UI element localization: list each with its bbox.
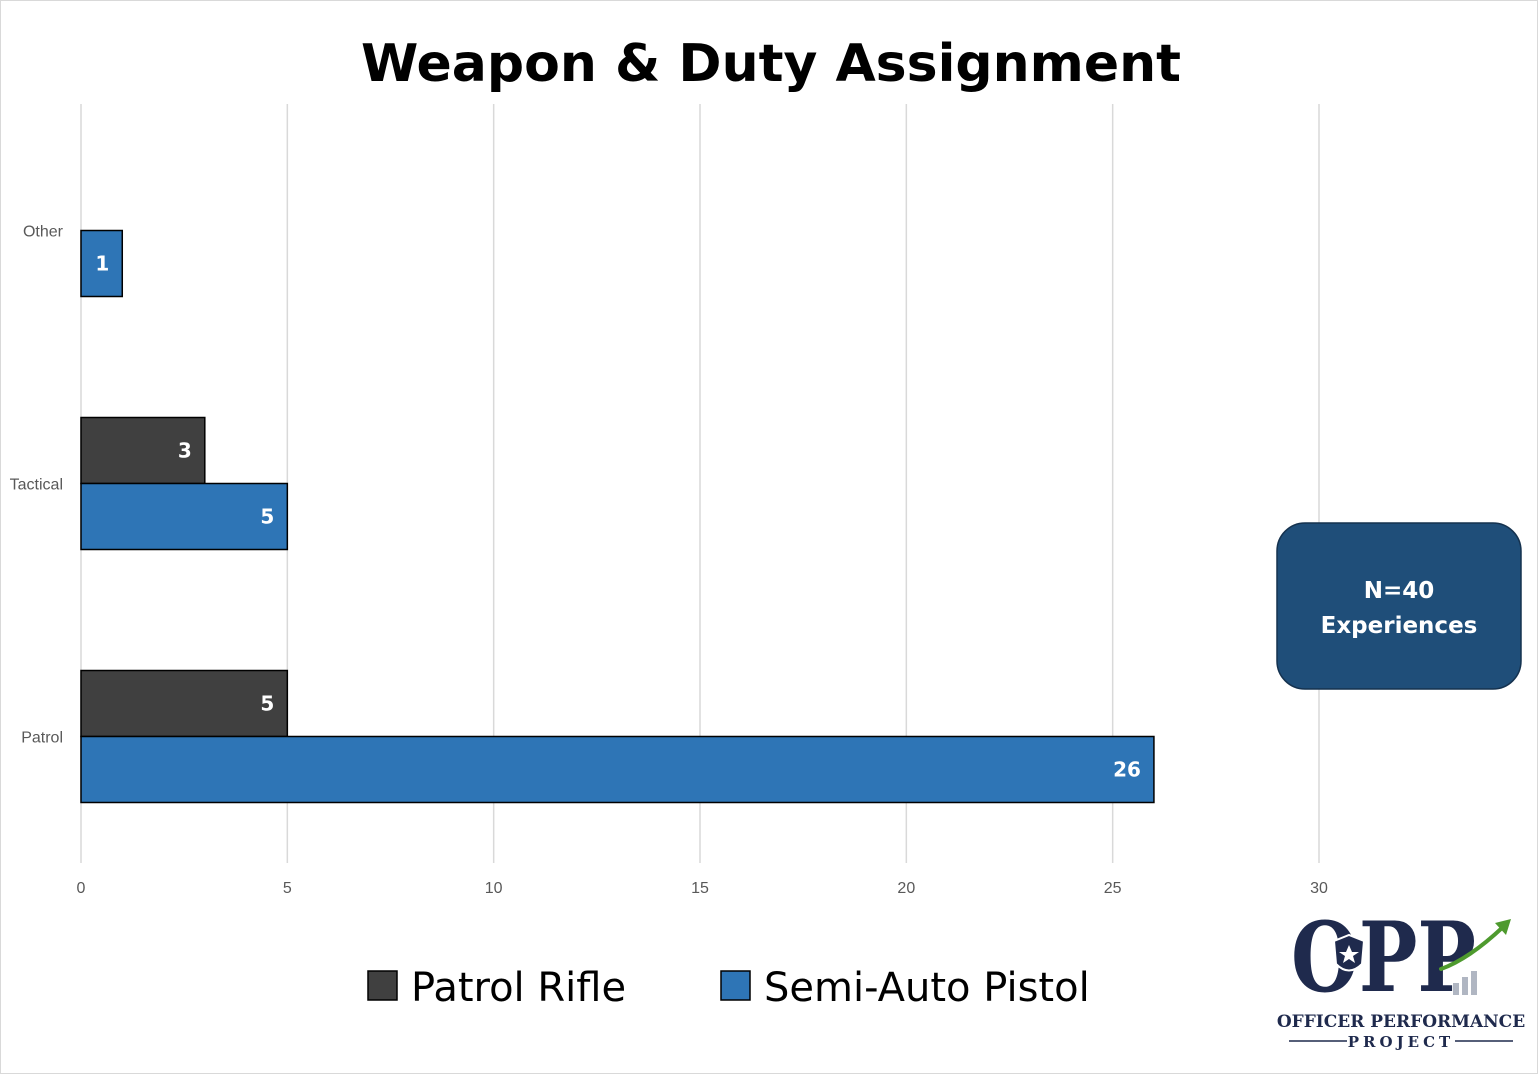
bar-growth-icon [1453,971,1477,995]
callout-line-1: N=40 [1364,578,1435,604]
bar-semi-auto-pistol-other [80,229,124,298]
bar-patrol-rifle-patrol [80,669,289,738]
opp-logo: OPP OFFICER PERFORMANCE PROJECT [1261,896,1537,1073]
data-label-semi-auto-pistol-tactical: 5 [260,505,274,529]
data-label-semi-auto-pistol-other: 1 [95,252,109,276]
data-label-patrol-rifle-patrol: 5 [260,692,274,716]
upward-arrow-icon [1439,919,1511,971]
x-tick-label-5: 25 [1104,880,1122,897]
chart-title: Weapon & Duty Assignment [361,34,1181,94]
logo-line-1: OFFICER PERFORMANCE [1277,1012,1525,1032]
legend-label-patrol-rifle: Patrol Rifle [411,965,626,1011]
legend-swatch-patrol-rifle [367,970,398,1001]
bar-semi-auto-pistol-patrol [80,735,1155,804]
logo-background [1261,896,1537,1073]
category-axis: Patrol Tactical Other [10,224,64,747]
logo-wordmark: OPP [1291,901,1476,1014]
callout-line-2: Experiences [1321,613,1478,639]
value-axis: 0 5 10 15 20 25 30 [77,880,1328,897]
sample-size-callout: N=40 Experiences [1276,522,1522,690]
category-label-other: Other [23,224,64,241]
callout-box [1276,522,1522,690]
x-tick-label-3: 15 [691,880,709,897]
bars: 5 26 3 5 1 [80,229,1155,804]
x-tick-label-6: 30 [1310,880,1328,897]
x-tick-label-4: 20 [897,880,915,897]
x-tick-label-2: 10 [485,880,503,897]
data-label-semi-auto-pistol-patrol: 26 [1113,758,1141,782]
x-tick-label-0: 0 [77,880,86,897]
x-tick-label-1: 5 [283,880,292,897]
category-label-patrol: Patrol [21,730,63,747]
category-label-tactical: Tactical [10,477,63,494]
bar-semi-auto-pistol-tactical [80,482,289,551]
legend-label-semi-auto-pistol: Semi-Auto Pistol [764,965,1090,1011]
data-label-patrol-rifle-tactical: 3 [178,439,192,463]
gridlines [80,104,1320,863]
legend: Patrol Rifle Semi-Auto Pistol [367,965,1090,1011]
shield-star-icon [1332,933,1366,972]
logo-line-2: PROJECT [1348,1033,1454,1051]
legend-swatch-semi-auto-pistol [720,970,751,1001]
